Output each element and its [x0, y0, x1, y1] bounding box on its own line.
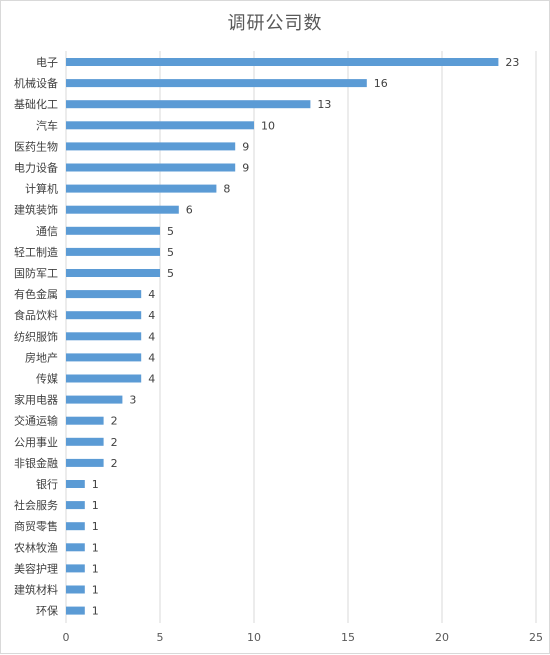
- bar: [66, 353, 142, 362]
- category-label: 纺织服饰: [14, 329, 58, 343]
- bar: [66, 205, 179, 214]
- category-label: 商贸零售: [14, 519, 58, 533]
- bar: [66, 480, 85, 488]
- value-label: 3: [129, 394, 136, 407]
- value-label: 5: [167, 267, 174, 280]
- value-label: 1: [92, 520, 99, 533]
- value-label: 5: [167, 246, 174, 259]
- bar: [66, 79, 367, 88]
- category-label: 食品饮料: [14, 308, 58, 322]
- value-label: 4: [148, 288, 155, 301]
- bar: [66, 163, 236, 172]
- category-label: 医药生物: [14, 139, 58, 153]
- bar: [66, 311, 142, 320]
- bar: [66, 606, 85, 615]
- bar: [66, 585, 85, 594]
- category-label: 农林牧渔: [14, 540, 58, 554]
- bar: [66, 58, 499, 66]
- category-label: 电力设备: [14, 161, 58, 175]
- value-label: 1: [92, 499, 99, 512]
- bar: [66, 100, 311, 109]
- value-label: 9: [242, 162, 249, 175]
- category-label: 建筑装饰: [14, 203, 58, 217]
- value-label: 2: [111, 415, 118, 428]
- value-label: 1: [92, 562, 99, 575]
- value-label: 10: [261, 119, 275, 132]
- category-label: 环保: [36, 604, 58, 618]
- value-label: 5: [167, 225, 174, 238]
- value-label: 2: [111, 457, 118, 470]
- value-label: 1: [92, 478, 99, 491]
- bar: [66, 332, 142, 341]
- category-label: 家用电器: [14, 393, 58, 407]
- value-label: 1: [92, 541, 99, 554]
- category-label: 建筑材料: [14, 583, 58, 597]
- bar: [66, 121, 254, 130]
- chart-title: 调研公司数: [227, 13, 323, 34]
- category-label: 美容护理: [14, 561, 58, 575]
- x-tick-label: 10: [247, 631, 261, 644]
- value-label: 9: [242, 140, 249, 153]
- value-label: 1: [92, 605, 99, 618]
- bar: [66, 226, 160, 235]
- value-label: 8: [223, 183, 230, 196]
- bar: [66, 564, 85, 573]
- x-tick-label: 15: [341, 631, 355, 644]
- bar: [66, 395, 123, 404]
- value-label: 4: [148, 330, 155, 343]
- bar: [66, 543, 85, 552]
- category-label: 机械设备: [14, 76, 58, 90]
- bar: [66, 437, 104, 446]
- bar: [66, 501, 85, 510]
- bar: [66, 269, 160, 277]
- category-label: 传媒: [36, 373, 58, 386]
- category-label: 有色金属: [14, 287, 58, 301]
- value-label: 2: [111, 436, 118, 449]
- category-label: 公用事业: [14, 436, 58, 449]
- value-label: 4: [148, 351, 155, 364]
- value-label: 4: [148, 373, 155, 386]
- bar: [66, 458, 104, 467]
- category-label: 社会服务: [14, 498, 58, 512]
- x-tick-label: 20: [435, 631, 449, 644]
- category-label: 计算机: [25, 182, 58, 196]
- x-tick-label: 0: [63, 631, 70, 644]
- value-label: 23: [505, 56, 519, 69]
- category-label: 银行: [36, 477, 58, 491]
- value-label: 13: [317, 98, 331, 111]
- category-label: 电子: [36, 56, 58, 69]
- category-label: 通信: [36, 225, 58, 238]
- value-label: 6: [186, 204, 193, 217]
- category-label: 房地产: [25, 350, 58, 364]
- bar: [66, 416, 104, 425]
- value-label: 16: [374, 77, 388, 90]
- value-label: 4: [148, 309, 155, 322]
- x-tick-label: 5: [157, 631, 164, 644]
- bar: [66, 522, 85, 531]
- category-label: 非银金融: [14, 456, 58, 470]
- value-label: 1: [92, 584, 99, 597]
- category-label: 交通运输: [14, 414, 58, 428]
- bar: [66, 374, 142, 383]
- category-label: 轻工制造: [14, 245, 58, 259]
- category-label: 国防军工: [14, 266, 58, 280]
- bar: [66, 247, 160, 256]
- bar: [66, 184, 217, 193]
- bar-layer: [66, 58, 499, 615]
- x-tick-label: 25: [529, 631, 543, 644]
- category-label: 汽车: [36, 118, 58, 132]
- bar: [66, 142, 236, 151]
- category-label: 基础化工: [14, 97, 58, 111]
- bar: [66, 290, 142, 299]
